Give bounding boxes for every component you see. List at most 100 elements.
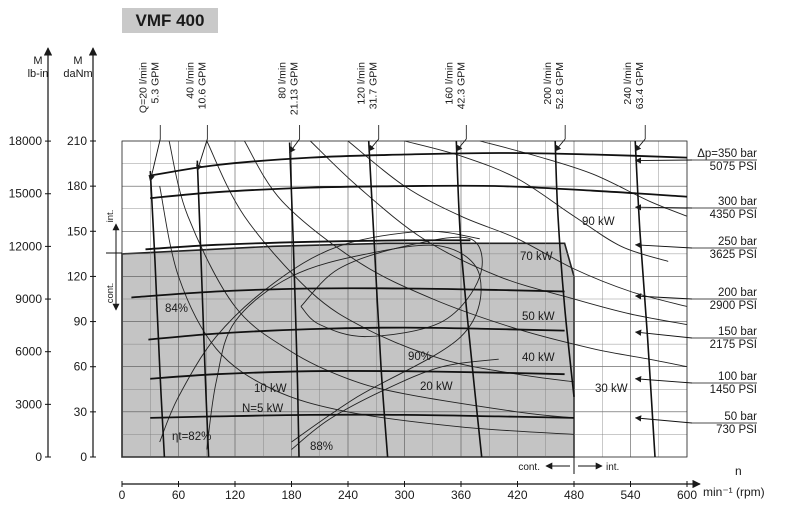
flow-label-lpm-3: 120 l/min — [356, 62, 368, 105]
flow-arrow-3 — [368, 138, 380, 152]
y-lbin-axis-unit: lb-in — [28, 68, 49, 80]
flow-line-0 — [149, 171, 166, 458]
x-tick-label-540: 540 — [620, 488, 640, 502]
x-tick-label-120: 120 — [225, 488, 245, 502]
x-tick-label-360: 360 — [451, 488, 471, 502]
pressure-curve-4 — [148, 326, 565, 341]
efficiency-contour-2 — [291, 358, 499, 450]
flow-arrow-1 — [196, 138, 208, 172]
pressure-arrow-1 — [634, 204, 693, 211]
pressure-label-bar-3: 200 bar — [718, 287, 757, 299]
x-tick-label-180: 180 — [281, 488, 301, 502]
power-label-1: 10 kW — [254, 383, 287, 395]
pressure-label-psi-6: 730 PSI — [716, 424, 757, 436]
y-danm-tick-label-0: 0 — [80, 450, 87, 464]
flow-label-gpm-6: 63.4 GPM — [634, 62, 646, 109]
pressure-curve-5 — [150, 370, 565, 380]
y-lbin-tick-label-6000: 6000 — [15, 345, 42, 359]
flow-label-lpm-4: 160 l/min — [443, 62, 455, 105]
flow-label-lpm-2: 80 l/min — [277, 62, 289, 99]
x-axis-label: min⁻¹ (rpm) — [703, 485, 765, 499]
chart-title-box: VMF 400 — [122, 8, 218, 33]
x-tick-label-60: 60 — [172, 488, 186, 502]
y-danm-axis-unit: daNm — [63, 68, 92, 80]
flow-label-lpm-6: 240 l/min — [622, 62, 634, 105]
flow-label-gpm-2: 21.13 GPM — [289, 62, 301, 115]
pressure-label-bar-4: 150 bar — [718, 326, 757, 338]
power-curve-3 — [244, 140, 688, 368]
x-tick-label-420: 420 — [507, 488, 527, 502]
pressure-arrow-4 — [634, 329, 693, 339]
y-lbin-tick-label-15000: 15000 — [9, 187, 43, 201]
pressure-arrow-6 — [634, 415, 693, 424]
cont-label-bottom: cont. — [518, 462, 540, 473]
power-label-7: 90 kW — [582, 216, 615, 228]
flow-line-4 — [455, 140, 483, 458]
y-danm-axis-symbol: M — [73, 55, 82, 67]
flow-arrow-2 — [289, 138, 300, 154]
pressure-label-psi-5: 1450 PSI — [710, 384, 757, 396]
cont-label-left: cont. — [105, 283, 116, 304]
y-lbin-tick-label-0: 0 — [35, 450, 42, 464]
power-label-4: 40 kW — [522, 352, 555, 364]
pressure-curve-1 — [150, 184, 688, 200]
flow-line-1 — [196, 160, 210, 458]
pressure-label-bar-1: 300 bar — [718, 196, 757, 208]
power-curve-0 — [159, 186, 575, 435]
flow-label-gpm-1: 10.6 GPM — [196, 62, 208, 109]
flow-line-6 — [634, 140, 656, 458]
efficiency-contour-3 — [300, 236, 483, 338]
flow-arrow-5 — [554, 138, 566, 152]
efficiency-label-3: 90% — [408, 351, 431, 363]
flow-label-lpm-1: 40 l/min — [184, 62, 196, 99]
flow-label-gpm-4: 42.3 GPM — [455, 62, 467, 109]
pressure-label-psi-0: 5075 PSI — [710, 161, 757, 173]
y-danm-tick-label-150: 150 — [67, 224, 87, 238]
power-label-2: 20 kW — [420, 381, 453, 393]
pressure-label-bar-5: 100 bar — [718, 371, 757, 383]
pressure-label-bar-2: 250 bar — [718, 236, 757, 248]
flow-line-2 — [288, 142, 300, 458]
pressure-arrow-5 — [634, 376, 693, 384]
x-tick-label-0: 0 — [119, 488, 126, 502]
y-danm-tick-label-30: 30 — [74, 405, 88, 419]
x-tick-label-600: 600 — [677, 488, 697, 502]
int-label-bottom: int. — [606, 462, 619, 473]
flow-arrow-0 — [148, 138, 161, 182]
pressure-label-psi-2: 3625 PSI — [710, 249, 757, 261]
efficiency-label-2: 88% — [310, 441, 333, 453]
y-danm-tick-label-90: 90 — [74, 315, 88, 329]
y-lbin-tick-label-12000: 12000 — [9, 239, 43, 253]
power-label-5: 50 kW — [522, 311, 555, 323]
efficiency-contour-1 — [206, 244, 482, 450]
pressure-curve-0 — [150, 152, 688, 177]
x-tick-label-300: 300 — [394, 488, 414, 502]
power-curve-1 — [168, 140, 575, 419]
power-label-6: 70 kW — [520, 251, 553, 263]
flow-label-gpm-5: 52.8 GPM — [554, 62, 566, 109]
pressure-label-psi-1: 4350 PSI — [710, 209, 757, 221]
y-lbin-axis-symbol: M — [33, 55, 42, 67]
int-label-left: int. — [105, 210, 116, 223]
y-lbin-tick-label-3000: 3000 — [15, 397, 42, 411]
flow-label-gpm-3: 31.7 GPM — [368, 62, 380, 109]
flow-arrow-6 — [634, 138, 646, 152]
pressure-label-bar-6: 50 bar — [724, 411, 757, 423]
power-curve-7 — [479, 140, 688, 217]
pressure-arrow-3 — [634, 293, 693, 300]
pressure-arrow-2 — [634, 242, 693, 249]
efficiency-contour-0 — [159, 230, 480, 443]
pressure-label-psi-4: 2175 PSI — [710, 339, 757, 351]
flow-line-3 — [367, 140, 389, 458]
efficiency-label-0: ηt=82% — [172, 431, 211, 443]
pressure-curve-6 — [150, 413, 575, 419]
y-danm-tick-label-120: 120 — [67, 269, 87, 283]
power-label-0: N=5 kW — [242, 403, 283, 415]
y-danm-tick-label-60: 60 — [74, 360, 88, 374]
chart-title: VMF 400 — [135, 11, 205, 30]
y-danm-tick-label-210: 210 — [67, 134, 87, 148]
flow-line-5 — [554, 140, 575, 397]
flow-arrow-4 — [455, 138, 467, 152]
pressure-label-psi-3: 2900 PSI — [710, 300, 757, 312]
